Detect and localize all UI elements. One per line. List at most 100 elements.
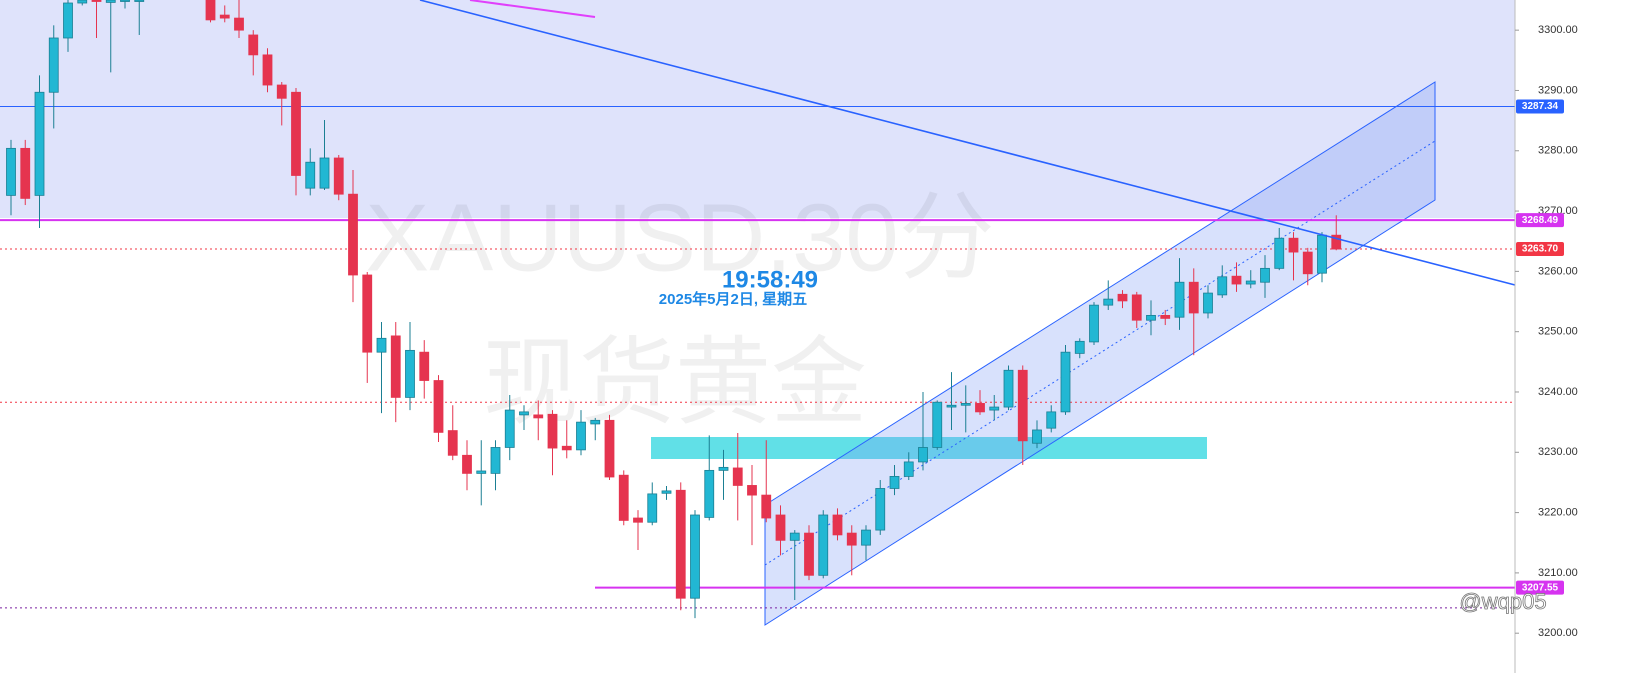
candle-body — [476, 470, 487, 474]
candle-body — [291, 91, 301, 176]
candle-body — [718, 466, 729, 471]
candle-body — [1160, 314, 1171, 319]
candle-body — [576, 421, 586, 451]
candle-body — [376, 337, 387, 353]
candle-body — [561, 445, 572, 451]
price-label-box — [1516, 99, 1564, 114]
candle-body — [690, 514, 700, 599]
candle-body — [48, 37, 59, 93]
price-label: 3287.34 — [1522, 101, 1559, 112]
candle-body — [433, 380, 444, 433]
candle-body — [63, 2, 73, 39]
signature: @wqp05 — [1459, 589, 1546, 614]
support-zone — [651, 437, 1207, 459]
candle-body — [348, 193, 358, 276]
price-label: 3263.70 — [1522, 244, 1559, 255]
candle-body — [519, 411, 529, 416]
channel-midline — [764, 140, 1436, 566]
candle-body — [1046, 411, 1057, 429]
candle-body — [1274, 237, 1285, 269]
price-label: 3207.55 — [1522, 582, 1559, 593]
candle-body — [946, 404, 957, 408]
y-tick-label: 3300.00 — [1538, 24, 1578, 36]
candle-body — [661, 490, 672, 494]
candle-body — [932, 401, 943, 448]
candle-body — [846, 532, 857, 546]
candle-body — [91, 0, 102, 2]
candle-body — [490, 447, 501, 474]
candle-body — [975, 403, 985, 413]
candle-body — [248, 34, 259, 56]
candle-body — [547, 413, 558, 449]
candle-body — [462, 454, 472, 474]
candle-body — [1188, 281, 1199, 314]
candle-body — [1203, 292, 1213, 314]
candle-body — [704, 469, 715, 518]
candle-body — [533, 414, 544, 419]
candle-body — [1174, 281, 1185, 318]
candle-body — [604, 419, 615, 478]
candle-body — [405, 349, 415, 398]
candle-body — [903, 461, 914, 477]
candle-body — [1260, 267, 1270, 283]
candle-body — [333, 157, 344, 195]
candle-body — [960, 403, 971, 406]
candle-body — [1117, 293, 1128, 302]
candle-body — [419, 351, 430, 381]
candle-body — [633, 517, 643, 523]
y-tick-label: 3200.00 — [1538, 627, 1578, 639]
candle-body — [1217, 276, 1228, 296]
candle-body — [1060, 351, 1071, 413]
date: 2025年5月2日, 星期五 — [659, 290, 807, 308]
candle-body — [1074, 340, 1085, 354]
candle-body — [832, 514, 843, 536]
price-label-box — [1516, 242, 1564, 257]
candle-body — [1331, 234, 1342, 250]
y-tick-label: 3290.00 — [1538, 84, 1578, 96]
candle-body — [1302, 251, 1313, 275]
candle-body — [889, 476, 900, 489]
candle-body — [504, 409, 515, 448]
candle-body — [1245, 280, 1256, 285]
candle-body — [804, 532, 814, 576]
clock: 19:58:49 — [722, 266, 818, 293]
candle-body — [861, 529, 871, 546]
candle-body — [305, 161, 316, 189]
watermark: XAUUSD,30分 — [365, 184, 995, 291]
candle-body — [219, 14, 230, 19]
candle-body — [1003, 369, 1014, 408]
trend-line — [419, 0, 1516, 286]
candle-body — [34, 91, 45, 196]
candle-body — [6, 147, 16, 196]
candle-body — [989, 406, 1000, 411]
price-label-box — [1516, 213, 1564, 228]
candle-body — [1017, 369, 1028, 442]
y-tick-label: 3280.00 — [1538, 145, 1578, 157]
candle-body — [775, 514, 786, 541]
candle-body — [1103, 298, 1114, 306]
candle-body — [1288, 237, 1299, 253]
candle-body — [262, 54, 273, 86]
candle-body — [789, 532, 800, 541]
candle-body — [20, 147, 31, 199]
candle-body — [1317, 234, 1327, 274]
candle-body — [205, 0, 216, 21]
candle-body — [590, 419, 601, 425]
y-tick-label: 3240.00 — [1538, 386, 1578, 398]
candle-body — [447, 430, 458, 456]
price-label: 3268.49 — [1522, 215, 1559, 226]
candle-body — [362, 274, 373, 353]
watermark: 现货黄金 — [483, 329, 867, 436]
price-label-box — [1516, 580, 1564, 595]
candle-body — [618, 474, 629, 521]
candle-body — [1032, 429, 1042, 444]
candle-body — [818, 514, 829, 576]
candle-body — [77, 0, 88, 4]
candle-body — [390, 335, 401, 398]
candle-body — [647, 493, 658, 523]
y-tick-label: 3230.00 — [1538, 446, 1578, 458]
candle-body — [234, 17, 244, 31]
y-tick-label: 3220.00 — [1538, 506, 1578, 518]
